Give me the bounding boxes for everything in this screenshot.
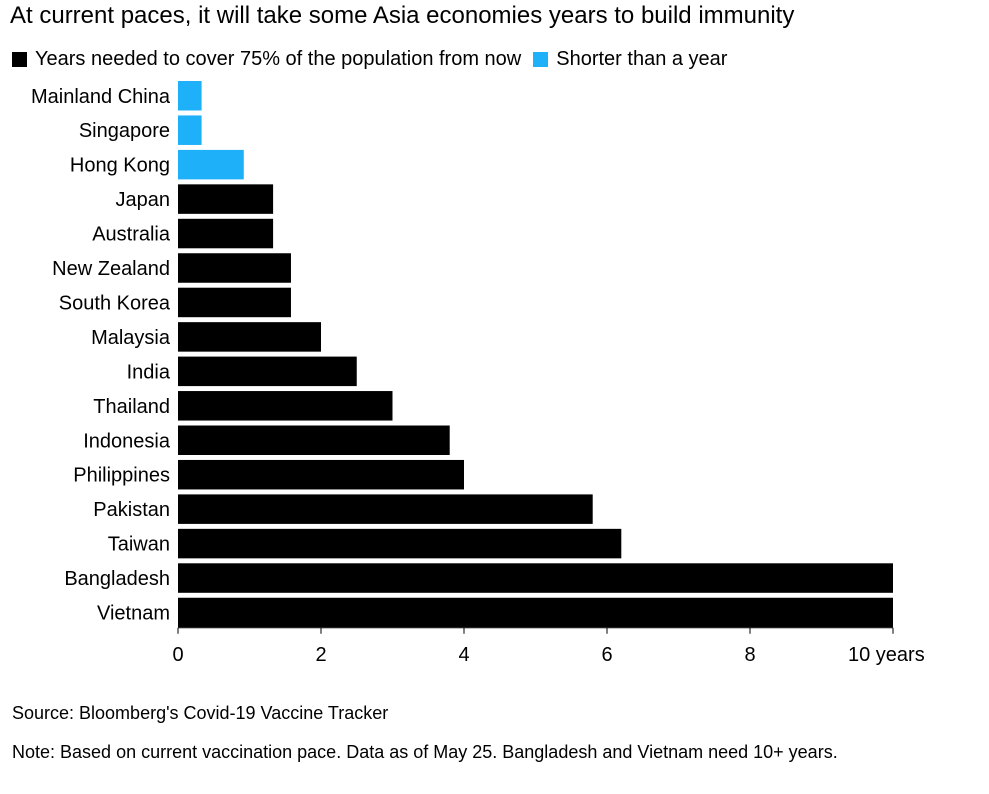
legend-item-shorter-than-year: Shorter than a year [533, 48, 727, 71]
category-label-new-zealand: New Zealand [52, 258, 170, 280]
category-label-hong-kong: Hong Kong [70, 155, 170, 177]
category-label-mainland-china: Mainland China [31, 86, 171, 108]
x-tick-label-8: 8 [744, 644, 755, 666]
bar-south-korea [178, 287, 291, 318]
legend-item-years-needed: Years needed to cover 75% of the populat… [12, 48, 521, 71]
bar-taiwan [178, 528, 622, 559]
category-label-vietnam: Vietnam [97, 603, 170, 625]
footnote: Note: Based on current vaccination pace.… [12, 742, 838, 762]
bar-indonesia [178, 425, 450, 455]
category-label-japan: Japan [116, 189, 171, 211]
bar-japan [178, 184, 274, 214]
category-label-bangladesh: Bangladesh [64, 568, 170, 590]
bar-pakistan [178, 494, 593, 524]
x-tick-label-0: 0 [172, 644, 183, 666]
legend-swatch-black [12, 52, 27, 67]
bar-new-zealand [178, 253, 291, 283]
category-label-pakistan: Pakistan [93, 499, 170, 521]
category-label-india: India [127, 361, 171, 383]
x-tick-label-10: 10 years [848, 644, 925, 666]
category-label-thailand: Thailand [93, 396, 170, 418]
bar-philippines [178, 459, 464, 490]
category-label-singapore: Singapore [79, 120, 170, 142]
bar-singapore [178, 115, 202, 145]
category-label-taiwan: Taiwan [108, 534, 170, 556]
bar-thailand [178, 391, 393, 421]
bar-malaysia [178, 322, 321, 352]
bar-hong-kong [178, 149, 244, 180]
legend-swatch-blue [533, 52, 549, 67]
bar-bangladesh [178, 563, 893, 593]
legend-label-shorter-than-year: Shorter than a year [556, 48, 728, 70]
bar-vietnam [178, 597, 893, 628]
category-label-malaysia: Malaysia [91, 327, 171, 349]
chart-legend: Years needed to cover 75% of the populat… [12, 48, 739, 71]
bar-chart: Mainland China Singapore Hong Kong Japan Aus… [31, 81, 925, 666]
x-tick-label-2: 2 [315, 644, 326, 666]
bar-mainland-china [178, 81, 202, 111]
chart-title: At current paces, it will take some Asia… [10, 2, 795, 29]
legend-label-years-needed: Years needed to cover 75% of the populat… [35, 48, 522, 70]
source-note: Source: Bloomberg's Covid-19 Vaccine Tra… [12, 703, 389, 723]
category-label-indonesia: Indonesia [83, 430, 171, 452]
category-label-south-korea: South Korea [59, 292, 171, 314]
x-tick-label-6: 6 [601, 644, 612, 666]
category-label-australia: Australia [92, 224, 171, 246]
bar-australia [178, 218, 274, 249]
category-label-philippines: Philippines [73, 465, 170, 487]
bar-india [178, 356, 357, 387]
x-tick-label-4: 4 [458, 644, 469, 666]
